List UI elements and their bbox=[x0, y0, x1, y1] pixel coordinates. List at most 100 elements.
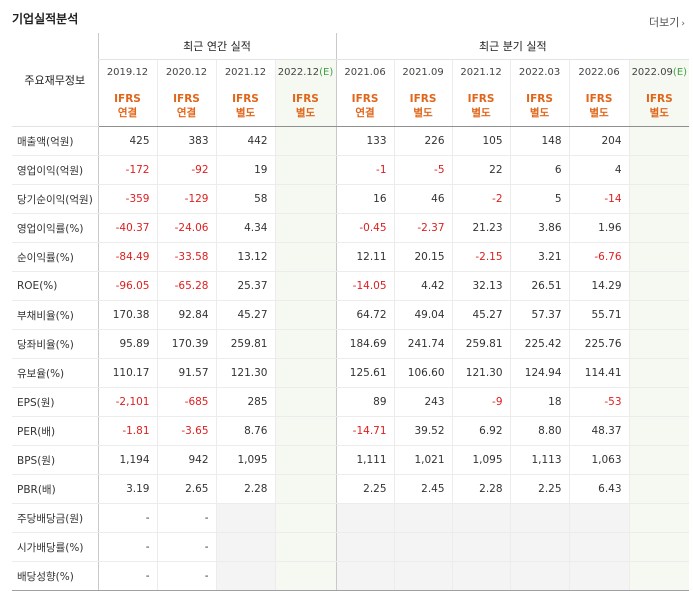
standard-header: IFRS 별도 bbox=[568, 85, 630, 127]
value-cell bbox=[274, 329, 337, 359]
period-label: 2022.09 bbox=[631, 67, 673, 78]
value-cell bbox=[628, 213, 690, 243]
value-cell: -40.37 bbox=[97, 213, 157, 243]
value-cell: -6.76 bbox=[568, 242, 630, 272]
value-cell bbox=[509, 561, 570, 591]
consolidation-type: 별도 bbox=[413, 106, 433, 119]
consolidation-type: 연결 bbox=[117, 106, 138, 119]
accounting-standard: IFRS bbox=[351, 92, 379, 105]
value-cell: 6.92 bbox=[451, 416, 511, 446]
value-cell bbox=[628, 358, 690, 388]
value-cell: 55.71 bbox=[568, 300, 630, 330]
table-row: 주당배당금(원) - - bbox=[12, 503, 690, 533]
value-cell: 45.27 bbox=[451, 300, 511, 330]
value-cell bbox=[393, 532, 453, 562]
period-header: 2021.06 bbox=[335, 59, 395, 85]
table-row: 당좌비율(%) 95.89 170.39 259.81 184.69 241.74 259.… bbox=[12, 329, 690, 359]
value-cell: 1,095 bbox=[215, 445, 275, 475]
accounting-standard: IFRS bbox=[467, 92, 495, 105]
estimate-mark: (E) bbox=[319, 67, 334, 78]
value-cell: - bbox=[156, 532, 216, 562]
period-label: 2022.12 bbox=[277, 67, 320, 78]
value-cell: 95.89 bbox=[97, 329, 157, 359]
value-cell: 1,111 bbox=[335, 445, 395, 475]
value-cell bbox=[274, 242, 337, 272]
period-header: 2021.12 bbox=[215, 59, 275, 85]
row-label: 유보율(%) bbox=[12, 358, 98, 388]
consolidation-type: 별도 bbox=[649, 106, 669, 119]
value-cell bbox=[628, 416, 690, 446]
standard-row: IFRS 연결 IFRS 연결 IFRS 별도 IFRS 별도 IFRS 연결 IFRS 별도 IFRS… bbox=[12, 85, 690, 127]
value-cell bbox=[215, 561, 275, 591]
value-cell: 2.28 bbox=[451, 474, 511, 504]
period-label: 2021.09 bbox=[402, 67, 444, 78]
period-header: 2022.12(E) bbox=[274, 59, 337, 85]
row-label: PBR(배) bbox=[12, 474, 98, 504]
table-row: ROE(%) -96.05 -65.28 25.37 -14.05 4.42 32.13 26… bbox=[12, 271, 690, 301]
value-cell: 2.45 bbox=[393, 474, 453, 504]
value-cell bbox=[628, 561, 690, 591]
value-cell bbox=[509, 503, 570, 533]
value-cell: 425 bbox=[97, 126, 157, 156]
value-cell bbox=[274, 271, 337, 301]
value-cell: 2.25 bbox=[335, 474, 395, 504]
value-cell bbox=[274, 126, 337, 156]
value-cell bbox=[274, 213, 337, 243]
table-row: 영업이익률(%) -40.37 -24.06 4.34 -0.45 -2.37 21.23 3… bbox=[12, 213, 690, 243]
value-cell: -2.15 bbox=[451, 242, 511, 272]
value-cell bbox=[628, 329, 690, 359]
value-cell: 1,113 bbox=[509, 445, 570, 475]
period-label: 2021.06 bbox=[344, 67, 386, 78]
row-label: PER(배) bbox=[12, 416, 98, 446]
value-cell bbox=[274, 155, 337, 185]
table-row: PBR(배) 3.19 2.65 2.28 2.25 2.45 2.28 2.25 6.43 bbox=[12, 474, 690, 504]
value-cell: 170.38 bbox=[97, 300, 157, 330]
value-cell: 125.61 bbox=[335, 358, 395, 388]
accounting-standard: IFRS bbox=[409, 92, 437, 105]
value-cell: 13.12 bbox=[215, 242, 275, 272]
value-cell: 57.37 bbox=[509, 300, 570, 330]
row-label: 영업이익률(%) bbox=[12, 213, 98, 243]
period-header: 2019.12 bbox=[97, 59, 157, 85]
value-cell bbox=[628, 271, 690, 301]
value-cell: 12.11 bbox=[335, 242, 395, 272]
consolidation-type: 연결 bbox=[176, 106, 197, 119]
period-label: 2021.12 bbox=[224, 67, 267, 78]
estimate-mark: (E) bbox=[672, 67, 688, 78]
value-cell: 243 bbox=[393, 387, 453, 417]
value-cell bbox=[509, 532, 570, 562]
value-cell: -359 bbox=[97, 184, 157, 214]
value-cell: 4.42 bbox=[393, 271, 453, 301]
annual-header: 최근 연간 실적 bbox=[97, 33, 337, 60]
section-title: 기업실적분석 bbox=[12, 12, 79, 26]
value-cell: 121.30 bbox=[215, 358, 275, 388]
value-cell: 259.81 bbox=[215, 329, 275, 359]
period-label: 2019.12 bbox=[106, 67, 149, 78]
period-label: 2022.03 bbox=[518, 67, 561, 78]
value-cell: 3.86 bbox=[509, 213, 570, 243]
period-header: 2021.09 bbox=[393, 59, 453, 85]
value-cell: 225.76 bbox=[568, 329, 630, 359]
value-cell: -0.45 bbox=[335, 213, 395, 243]
value-cell: 285 bbox=[215, 387, 275, 417]
value-cell: 39.52 bbox=[393, 416, 453, 446]
value-cell: -14 bbox=[568, 184, 630, 214]
value-cell: 124.94 bbox=[509, 358, 570, 388]
consolidation-type: 별도 bbox=[589, 106, 609, 119]
value-cell: 6.43 bbox=[568, 474, 630, 504]
value-cell: -9 bbox=[451, 387, 511, 417]
table-row: 영업이익(억원) -172 -92 19 -1 -5 22 6 4 bbox=[12, 155, 690, 185]
value-cell: 2.65 bbox=[156, 474, 216, 504]
value-cell bbox=[274, 445, 337, 475]
consolidation-type: 별도 bbox=[529, 106, 550, 119]
value-cell: 133 bbox=[335, 126, 395, 156]
standard-header: IFRS 별도 bbox=[628, 85, 690, 127]
standard-header: IFRS 별도 bbox=[274, 85, 337, 127]
period-header: 2022.09(E) bbox=[628, 59, 690, 85]
more-link[interactable]: 더보기 › bbox=[649, 14, 685, 30]
value-cell bbox=[393, 503, 453, 533]
value-cell: -129 bbox=[156, 184, 216, 214]
value-cell: -14.71 bbox=[335, 416, 395, 446]
value-cell bbox=[628, 503, 690, 533]
accounting-standard: IFRS bbox=[526, 92, 553, 105]
